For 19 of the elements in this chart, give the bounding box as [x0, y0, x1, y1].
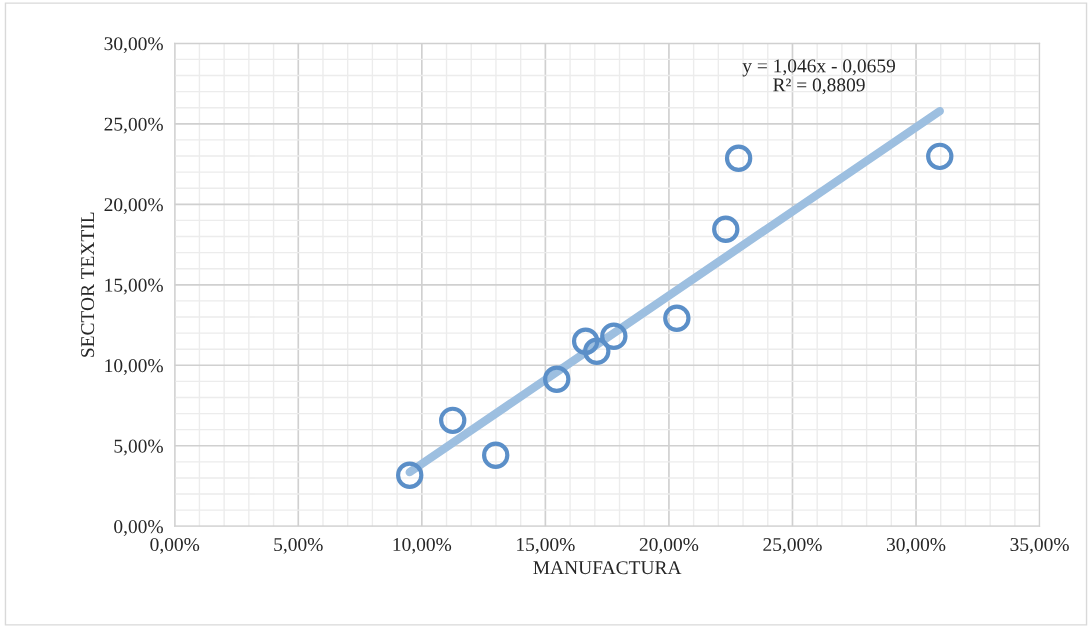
x-tick-label: 35,00%	[1010, 537, 1069, 554]
annotation: y = 1,046x - 0,0659	[742, 59, 896, 77]
y-tick-label: 30,00%	[104, 37, 163, 54]
y-axis-title: SECTOR TEXTIL	[81, 212, 95, 357]
x-tick-label: 10,00%	[393, 537, 452, 554]
x-tick-label: 5,00%	[274, 537, 323, 554]
x-tick-label: 25,00%	[763, 537, 822, 554]
x-tick-label: 0,00%	[150, 537, 200, 554]
annotation: R² = 0,8809	[773, 78, 865, 95]
x-tick-label: 15,00%	[517, 537, 575, 554]
y-tick-label: 0,00%	[114, 520, 163, 536]
y-tick-label: 25,00%	[104, 117, 163, 134]
y-tick-label: 10,00%	[105, 359, 163, 376]
y-tick-label: 5,00%	[114, 439, 163, 456]
x-axis-title: MANUFACTURA	[533, 561, 682, 575]
x-tick-label: 30,00%	[886, 537, 946, 554]
y-tick-label: 15,00%	[105, 278, 163, 295]
y-tick-label: 20,00%	[104, 198, 163, 215]
x-tick-label: 20,00%	[639, 537, 699, 554]
